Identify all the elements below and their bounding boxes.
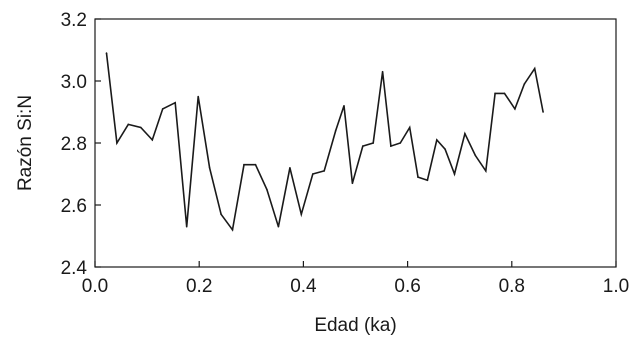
data-point [523,83,526,85]
data-point [231,229,234,231]
y-axis-title: Razón Si:N [15,95,36,191]
data-point [408,126,411,129]
data-point [300,213,303,216]
x-tick-label: 0.4 [290,276,317,297]
data-point [266,188,268,191]
data-point [254,163,257,166]
data-point [116,142,118,144]
x-tick-label: 0.0 [82,276,108,297]
data-point [351,182,354,185]
data-point [494,92,496,95]
data-point [390,145,392,147]
data-point [372,142,375,144]
data-point [343,105,345,107]
data-point [105,52,108,54]
series-points [105,52,544,231]
data-point [381,70,384,73]
x-tick-label: 1.0 [603,276,629,297]
y-tick-label: 2.4 [61,258,88,279]
x-axis-title: Edad (ka) [314,315,396,336]
data-point [277,225,280,228]
data-point [174,101,176,104]
data-point [243,163,245,166]
data-point [399,142,402,144]
data-point [208,167,211,169]
plot-area-frame [94,18,617,268]
y-axis: 2.4 2.6 2.8 3.0 3.2 [61,10,101,279]
data-point [453,173,456,175]
x-axis: 0.0 0.2 0.4 0.6 0.8 1.0 [82,261,629,297]
y-tick-label: 3.2 [61,10,87,31]
data-point [185,225,188,228]
data-point [362,145,364,147]
data-point [464,132,466,135]
data-point [312,173,314,175]
data-point [542,111,544,113]
y-tick-label: 2.8 [61,134,87,155]
data-point [503,92,506,95]
data-point [426,179,429,181]
y-tick-label: 3.0 [61,72,87,93]
data-point [289,167,291,169]
data-point [485,170,487,172]
data-point [161,108,164,110]
x-tick-label: 0.2 [186,276,212,297]
series-line [105,53,544,232]
y-tick-label: 2.6 [61,196,87,217]
x-tick-label: 0.8 [499,276,525,297]
data-point [127,123,130,126]
data-point [444,148,446,150]
data-point [436,139,438,141]
data-point [334,129,337,132]
data-point [220,213,222,216]
data-point [514,108,516,110]
data-point [323,170,326,172]
data-point [533,67,536,70]
data-point [151,139,154,141]
data-point [474,154,477,157]
x-tick-label: 0.6 [394,276,420,297]
data-point [417,176,419,178]
data-point [140,126,142,129]
data-point [197,95,199,98]
